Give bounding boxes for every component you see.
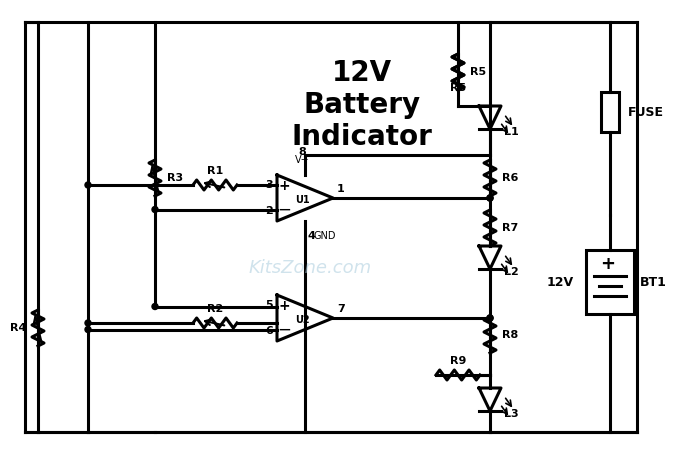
Text: 7: 7 [337,304,345,314]
Circle shape [487,195,493,201]
Circle shape [487,195,493,201]
Text: 6: 6 [265,326,273,336]
Text: U1: U1 [294,195,309,205]
Text: R8: R8 [502,330,519,340]
Text: 2: 2 [265,207,273,217]
Text: +: + [278,180,290,193]
Text: L1: L1 [504,127,519,137]
Text: KitsZone.com: KitsZone.com [248,259,372,277]
Circle shape [85,326,91,333]
Text: BT1: BT1 [640,276,667,288]
Text: 12V
Battery
Indicator: 12V Battery Indicator [292,58,432,151]
Text: 5: 5 [265,299,273,309]
Text: 4: 4 [307,231,315,241]
Text: L2: L2 [504,267,519,277]
Text: 3: 3 [265,180,273,190]
Text: R9: R9 [450,356,466,366]
Text: R7: R7 [502,223,519,233]
Text: R5: R5 [450,83,466,93]
Circle shape [85,182,91,188]
Text: U2: U2 [294,315,309,325]
Text: R1: R1 [207,166,223,176]
Text: 1: 1 [337,184,345,194]
Text: +: + [278,299,290,314]
Text: R5: R5 [470,67,486,77]
Text: R2: R2 [207,304,223,314]
Circle shape [487,315,493,321]
Text: L3: L3 [504,409,519,419]
Bar [586,250,634,314]
Circle shape [152,303,158,309]
Circle shape [152,207,158,213]
Circle shape [487,315,493,321]
Text: R3: R3 [167,173,183,183]
Circle shape [85,320,91,326]
Text: R4: R4 [10,323,26,333]
Text: GND: GND [314,231,336,241]
Text: 8: 8 [298,147,306,157]
Text: +: + [600,255,615,273]
Bar [601,92,619,132]
Text: −: − [277,320,291,339]
Text: R6: R6 [502,173,519,183]
Text: V+: V+ [294,155,309,165]
Text: FUSE: FUSE [628,106,664,118]
Text: −: − [277,201,291,218]
Text: 12V: 12V [547,276,574,288]
